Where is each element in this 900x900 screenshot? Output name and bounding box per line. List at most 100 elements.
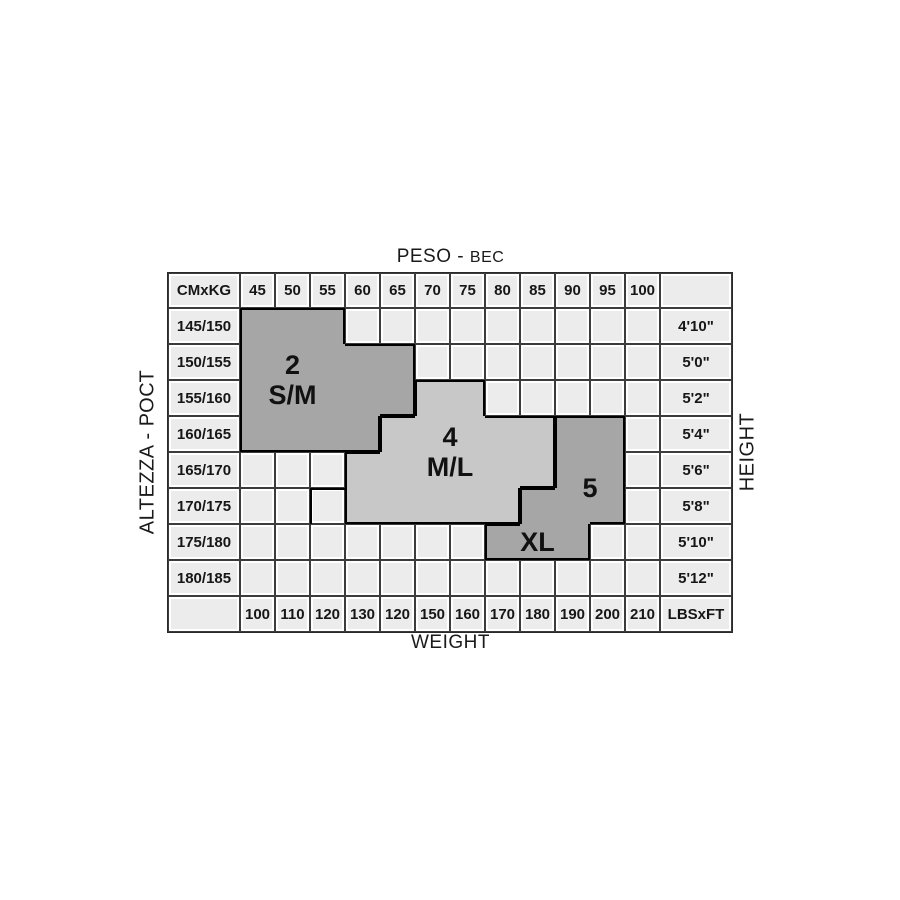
region-outline-notch-size-4-ml: [310, 488, 345, 524]
ft-row-label: 5'6": [660, 452, 732, 488]
grid-cell: [485, 560, 520, 596]
cm-row-label: 180/185: [168, 560, 240, 596]
grid-cell: [625, 344, 660, 380]
grid-cell: [590, 344, 625, 380]
grid-cell: [555, 380, 590, 416]
header-empty-cell: [660, 273, 732, 308]
region-cell-size-4-ml: [345, 452, 380, 488]
region-cell-size-2-sm: [275, 344, 310, 380]
kg-header-cell: 95: [590, 273, 625, 308]
region-cell-size-2-sm: [310, 416, 345, 452]
ft-row-label: 5'0": [660, 344, 732, 380]
region-cell-size-5-xl: [485, 524, 520, 560]
region-cell-size-2-sm: [345, 380, 380, 416]
lbs-unit-label-cell: LBSxFT: [660, 596, 732, 632]
region-cell-size-4-ml: [450, 488, 485, 524]
grid-cell: [450, 308, 485, 344]
grid-cell: [555, 560, 590, 596]
grid-cell: [625, 488, 660, 524]
region-cell-size-5-xl: [590, 452, 625, 488]
lbs-footer-cell: 150: [415, 596, 450, 632]
grid-cell: [450, 344, 485, 380]
ft-row-label: 5'2": [660, 380, 732, 416]
region-cell-size-4-ml: [485, 452, 520, 488]
region-cell-size-2-sm: [275, 380, 310, 416]
grid-cell: [450, 524, 485, 560]
cm-row-label: 160/165: [168, 416, 240, 452]
region-cell-size-2-sm: [275, 416, 310, 452]
grid-cell: [310, 452, 345, 488]
region-cell-size-5-xl: [555, 488, 590, 524]
region-cell-size-4-ml: [380, 416, 415, 452]
lbs-footer-cell: 120: [380, 596, 415, 632]
region-cell-size-4-ml: [450, 416, 485, 452]
kg-header-cell: 55: [310, 273, 345, 308]
grid-cell: [275, 452, 310, 488]
grid-cell: [590, 524, 625, 560]
grid-cell: [625, 416, 660, 452]
grid-cell: [590, 560, 625, 596]
grid-cell: [625, 452, 660, 488]
grid-cell: [625, 560, 660, 596]
kg-header-cell: 60: [345, 273, 380, 308]
size-grid: CMxKG 45 50 55 60 65 70 75 80 85 90 95 100 145/150 4'1…: [167, 272, 733, 633]
kg-header-cell: 100: [625, 273, 660, 308]
grid-cell: [520, 344, 555, 380]
region-cell-size-2-sm: [240, 344, 275, 380]
lbs-footer-cell: 170: [485, 596, 520, 632]
kg-header-cell: 70: [415, 273, 450, 308]
kg-header-cell: 65: [380, 273, 415, 308]
lbs-footer-cell: 200: [590, 596, 625, 632]
grid-cell: [485, 344, 520, 380]
grid-cell: [415, 560, 450, 596]
grid-cell: [415, 344, 450, 380]
kg-header-cell: 90: [555, 273, 590, 308]
cm-row-label: 175/180: [168, 524, 240, 560]
grid-cell: [310, 524, 345, 560]
weight-axis-title-bottom: WEIGHT: [411, 632, 490, 653]
height-axis-title-left: ALTEZZA - РОСТ: [136, 369, 159, 535]
region-cell-size-4-ml: [345, 488, 380, 524]
region-cell-size-4-ml: [415, 416, 450, 452]
grid-cell: [345, 524, 380, 560]
region-cell-size-5-xl: [555, 416, 590, 452]
ft-row-label: 5'4": [660, 416, 732, 452]
grid-cell: [590, 308, 625, 344]
cm-row-label: 150/155: [168, 344, 240, 380]
grid-cell: [625, 308, 660, 344]
region-cell-size-4-ml: [520, 452, 555, 488]
lbs-footer-cell: 130: [345, 596, 380, 632]
grid-cell: [625, 524, 660, 560]
region-cell-size-4-ml: [485, 416, 520, 452]
grid-cell: [520, 380, 555, 416]
lbs-footer-cell: 100: [240, 596, 275, 632]
kg-header-cell: 45: [240, 273, 275, 308]
kg-header-cell: 50: [275, 273, 310, 308]
region-cell-size-5-xl: [590, 416, 625, 452]
region-cell-size-2-sm: [345, 416, 380, 452]
grid-cell: [240, 488, 275, 524]
grid-cell: [310, 560, 345, 596]
grid-cell: [345, 560, 380, 596]
grid-cell: [415, 524, 450, 560]
footer-empty-cell: [168, 596, 240, 632]
lbs-footer-cell: 210: [625, 596, 660, 632]
ft-row-label: 5'8": [660, 488, 732, 524]
region-cell-size-5-xl: [555, 452, 590, 488]
region-cell-size-2-sm: [380, 380, 415, 416]
grid-cell: [240, 524, 275, 560]
region-cell-size-4-ml: [415, 380, 450, 416]
region-cell-size-5-xl: [555, 524, 590, 560]
lbs-footer-cell: 110: [275, 596, 310, 632]
kg-header-cell: 75: [450, 273, 485, 308]
grid-cell: [275, 488, 310, 524]
lbs-footer-cell: 160: [450, 596, 485, 632]
cm-row-label: 155/160: [168, 380, 240, 416]
grid-cell: [380, 560, 415, 596]
region-cell-size-2-sm: [310, 308, 345, 344]
grid-cell: [345, 308, 380, 344]
grid-cell: [275, 560, 310, 596]
region-cell-size-4-ml: [415, 488, 450, 524]
corner-label-cell: CMxKG: [168, 273, 240, 308]
weight-axis-title-latin: PESO -: [396, 246, 470, 267]
